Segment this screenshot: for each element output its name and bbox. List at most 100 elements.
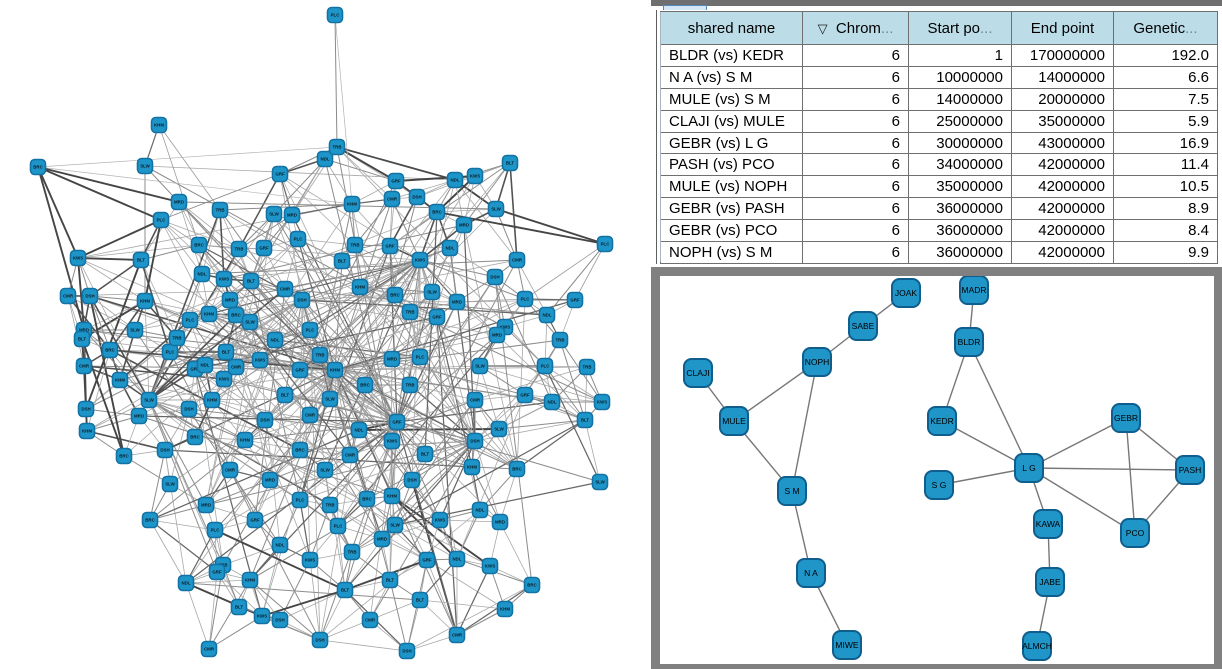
svg-text:KWS: KWS: [257, 614, 267, 619]
svg-text:NDL: NDL: [320, 157, 329, 162]
svg-text:BLT: BLT: [581, 418, 590, 423]
svg-text:KHM: KHM: [154, 123, 164, 128]
svg-text:SLW: SLW: [491, 207, 501, 212]
svg-text:BRC: BRC: [527, 583, 537, 588]
svg-text:KHM: KHM: [500, 607, 510, 612]
svg-text:CMR: CMR: [452, 633, 463, 638]
svg-text:CMR: CMR: [79, 364, 90, 369]
svg-text:TRB: TRB: [172, 336, 181, 341]
svg-text:NDL: NDL: [181, 581, 190, 586]
svg-text:PASH: PASH: [1179, 465, 1202, 475]
svg-text:DSH: DSH: [412, 195, 421, 200]
svg-text:PCO: PCO: [1126, 528, 1145, 538]
svg-text:BRC: BRC: [295, 448, 305, 453]
svg-text:KWS: KWS: [387, 439, 397, 444]
svg-text:CMR: CMR: [231, 365, 242, 370]
svg-text:CMR: CMR: [470, 398, 481, 403]
svg-text:CMR: CMR: [512, 258, 523, 263]
svg-text:CMR: CMR: [225, 468, 236, 473]
svg-text:SLW: SLW: [595, 480, 605, 485]
svg-text:SLW: SLW: [144, 398, 154, 403]
svg-text:MRD: MRD: [459, 223, 469, 228]
svg-text:SLW: SLW: [390, 523, 400, 528]
svg-text:MRD: MRD: [377, 537, 387, 542]
svg-text:PLC: PLC: [294, 237, 304, 242]
svg-text:TRB: TRB: [347, 550, 356, 555]
svg-text:DSH: DSH: [85, 294, 94, 299]
svg-text:KWS: KWS: [219, 277, 229, 282]
svg-text:GRF: GRF: [212, 570, 222, 575]
svg-text:MRD: MRD: [495, 520, 505, 525]
svg-text:GRF: GRF: [295, 368, 305, 373]
svg-text:BLT: BLT: [247, 279, 256, 284]
svg-text:KHM: KHM: [140, 299, 150, 304]
svg-text:GRF: GRF: [385, 244, 395, 249]
svg-text:NDL: NDL: [445, 246, 454, 251]
svg-text:TRB: TRB: [325, 503, 334, 508]
svg-text:JOAK: JOAK: [895, 288, 918, 298]
svg-text:DSH: DSH: [184, 407, 193, 412]
svg-text:NDL: NDL: [200, 363, 209, 368]
svg-text:BRC: BRC: [432, 210, 442, 215]
svg-text:KWS: KWS: [435, 518, 445, 523]
svg-text:TRB: TRB: [215, 208, 224, 213]
svg-text:PLC: PLC: [157, 218, 167, 223]
svg-text:PLC: PLC: [521, 297, 531, 302]
svg-text:GRF: GRF: [422, 558, 432, 563]
svg-text:MRD: MRD: [265, 478, 275, 483]
svg-text:CLAJI: CLAJI: [686, 368, 709, 378]
svg-text:N A: N A: [804, 568, 818, 578]
svg-text:PLC: PLC: [416, 355, 426, 360]
svg-text:BLT: BLT: [235, 605, 244, 610]
svg-text:CMR: CMR: [305, 413, 316, 418]
svg-text:JABE: JABE: [1039, 577, 1061, 587]
svg-text:NOPH: NOPH: [805, 357, 830, 367]
svg-text:DSH: DSH: [275, 618, 284, 623]
svg-text:GRF: GRF: [570, 298, 580, 303]
svg-text:NDL: NDL: [450, 178, 459, 183]
svg-text:SLW: SLW: [325, 397, 335, 402]
svg-text:GEBR: GEBR: [1114, 413, 1138, 423]
svg-text:KWS: KWS: [470, 174, 480, 179]
svg-text:BRC: BRC: [145, 518, 155, 523]
svg-text:MRD: MRD: [134, 414, 144, 419]
svg-text:NDL: NDL: [354, 428, 363, 433]
svg-text:MRD: MRD: [174, 200, 184, 205]
svg-text:CMR: CMR: [365, 618, 376, 623]
svg-text:KWS: KWS: [255, 358, 265, 363]
svg-text:KWS: KWS: [305, 558, 315, 563]
svg-text:BRC: BRC: [360, 383, 370, 388]
svg-text:KWS: KWS: [415, 258, 425, 263]
svg-text:GRF: GRF: [250, 518, 260, 523]
svg-text:TRB: TRB: [405, 310, 414, 315]
svg-text:NDL: NDL: [452, 557, 461, 562]
svg-text:NDL: NDL: [475, 508, 484, 513]
svg-text:KHM: KHM: [204, 312, 214, 317]
svg-text:GRF: GRF: [520, 393, 530, 398]
svg-text:PLC: PLC: [541, 364, 551, 369]
svg-text:DSH: DSH: [402, 649, 411, 654]
svg-text:GRF: GRF: [275, 172, 285, 177]
svg-text:KWS: KWS: [485, 564, 495, 569]
svg-text:BLDR: BLDR: [958, 337, 981, 347]
svg-text:PLC: PLC: [211, 528, 221, 533]
svg-text:KHM: KHM: [207, 398, 217, 403]
svg-text:BRC: BRC: [390, 293, 400, 298]
svg-text:GRF: GRF: [392, 420, 402, 425]
svg-text:BLT: BLT: [281, 393, 290, 398]
svg-text:PLC: PLC: [186, 318, 196, 323]
svg-text:DSH: DSH: [407, 478, 416, 483]
svg-text:KHM: KHM: [467, 465, 477, 470]
svg-text:SLW: SLW: [130, 328, 140, 333]
svg-text:SLW: SLW: [427, 290, 437, 295]
svg-text:PLC: PLC: [306, 328, 316, 333]
svg-text:BRC: BRC: [119, 454, 129, 459]
svg-text:BLT: BLT: [506, 161, 515, 166]
svg-text:MULE: MULE: [722, 416, 746, 426]
svg-text:BLT: BLT: [416, 598, 425, 603]
svg-text:DSH: DSH: [81, 407, 90, 412]
svg-text:CMR: CMR: [204, 647, 215, 652]
svg-text:BLT: BLT: [421, 452, 430, 457]
svg-text:BLT: BLT: [386, 578, 395, 583]
svg-text:BRC: BRC: [362, 497, 372, 502]
